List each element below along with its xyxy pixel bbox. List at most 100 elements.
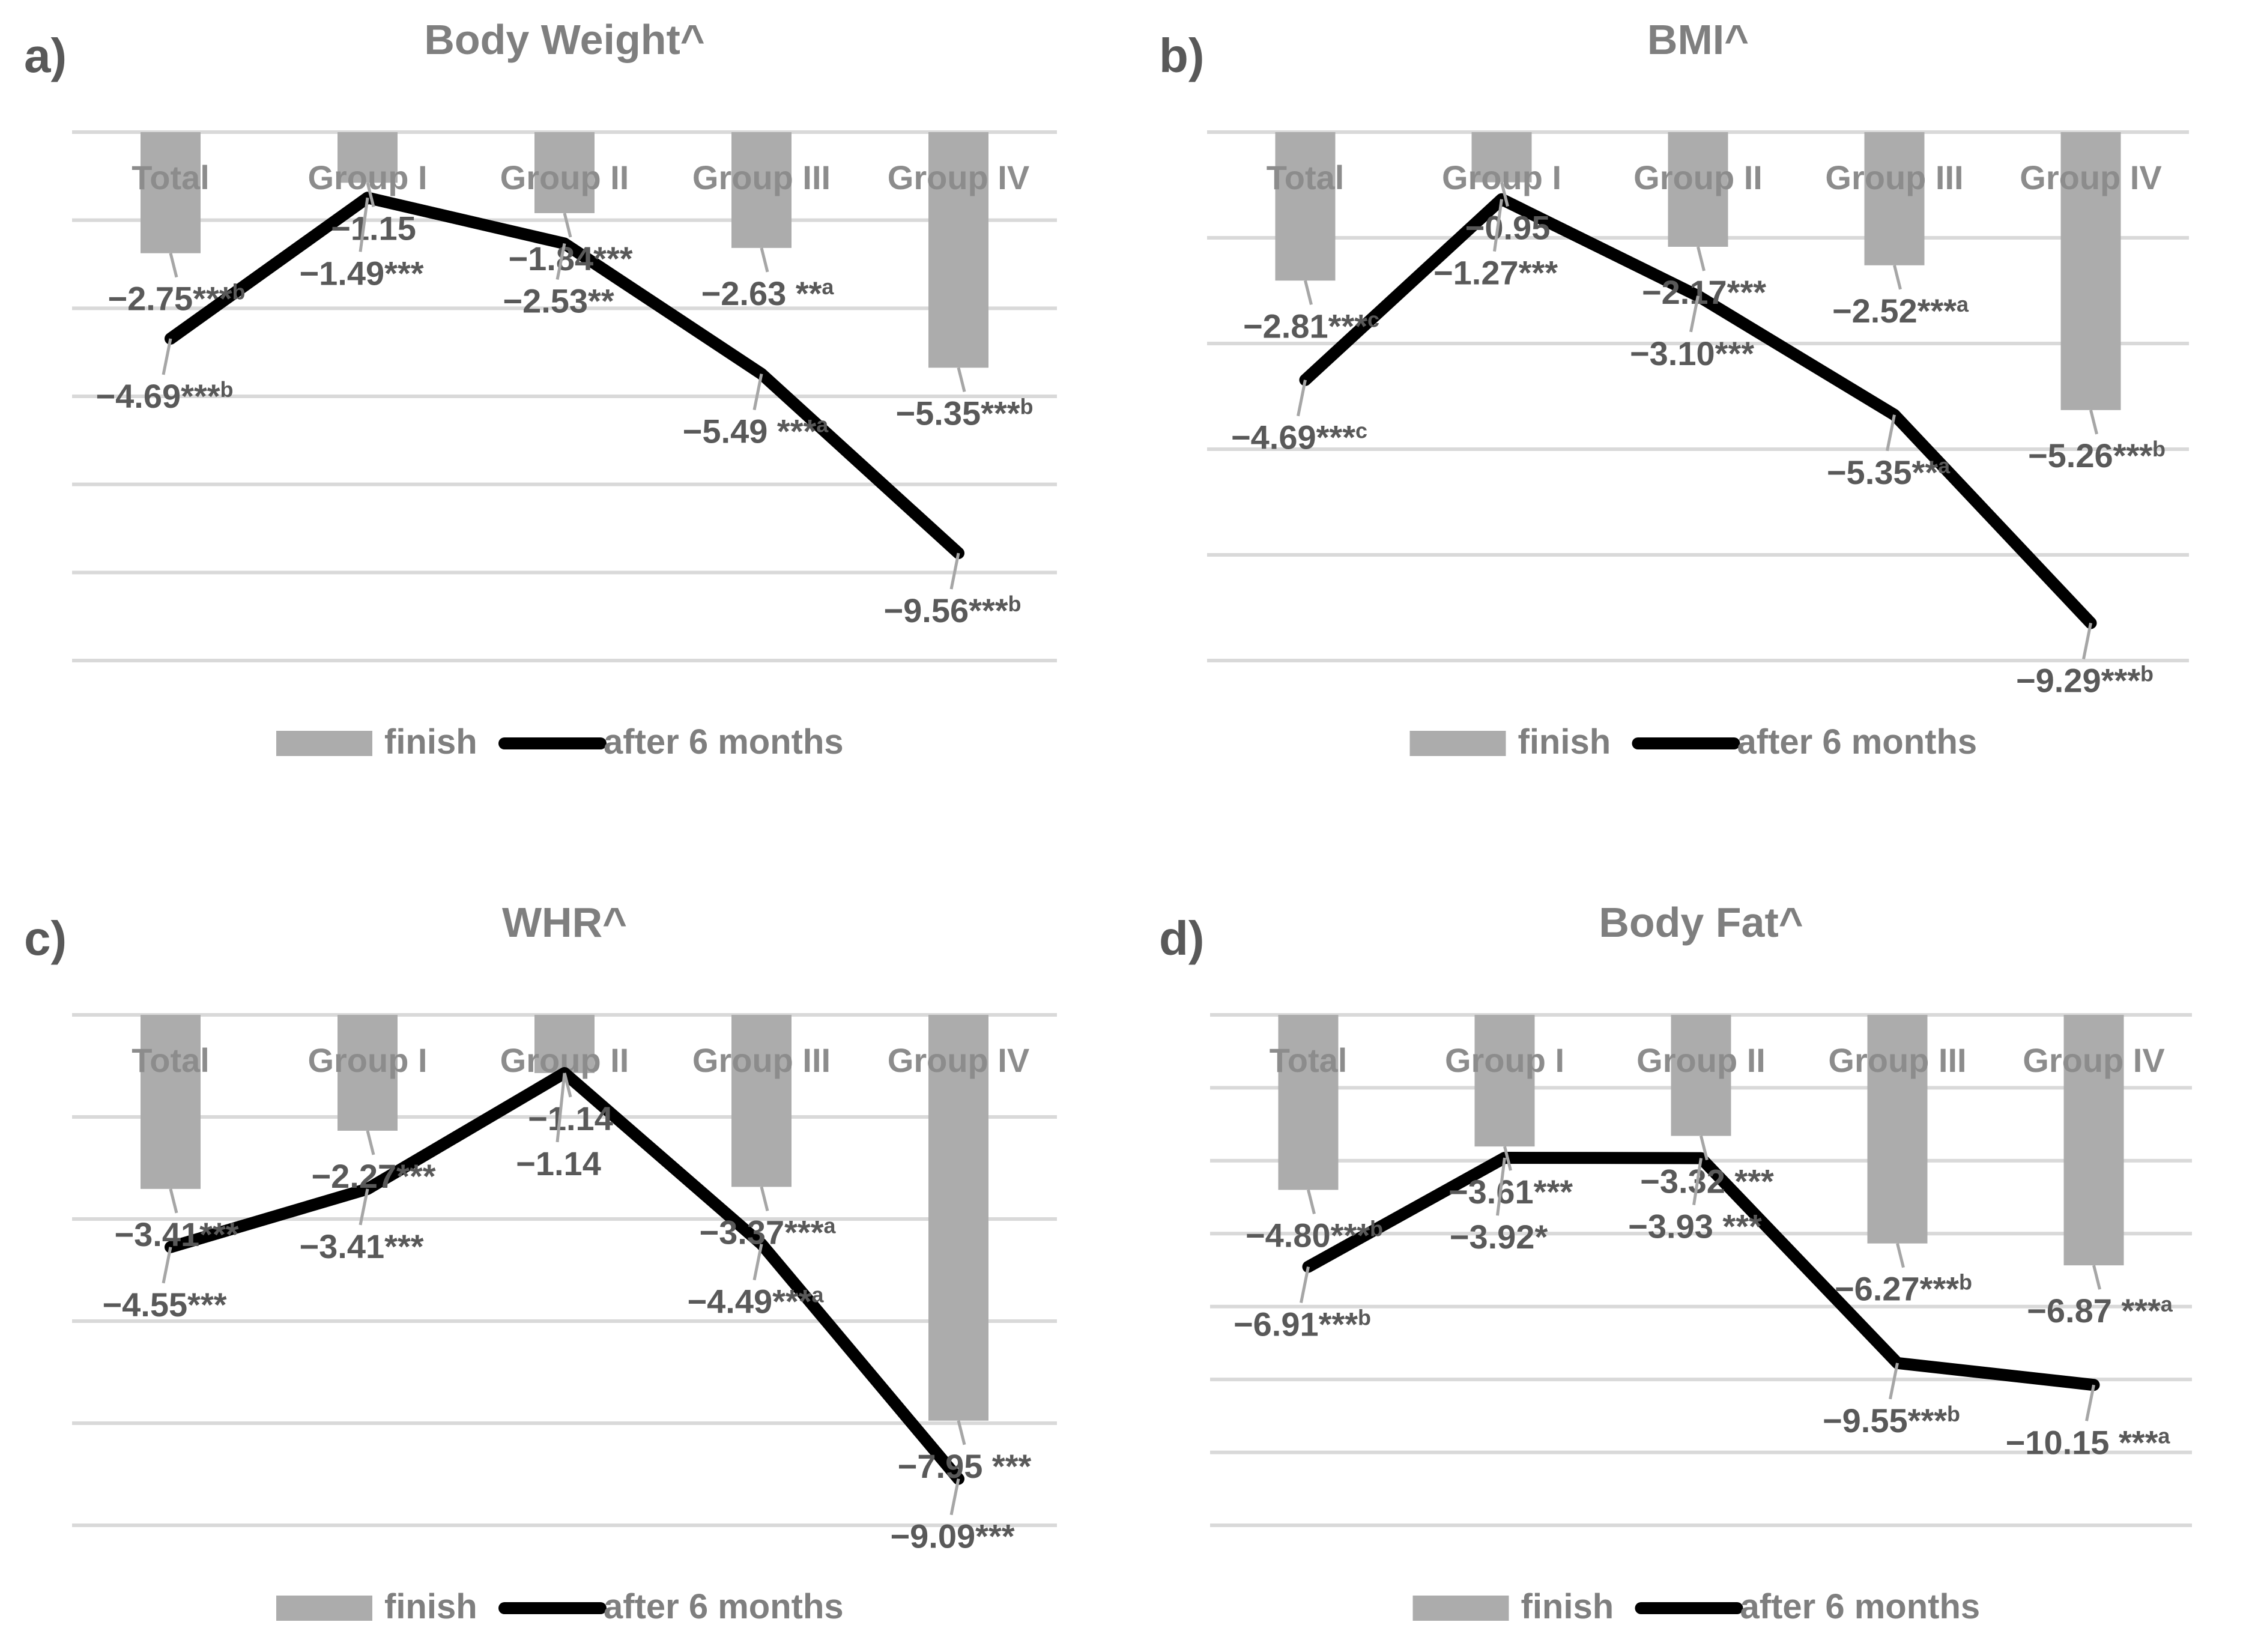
panel-letter: c) — [24, 912, 67, 965]
category-label: Total — [132, 1041, 210, 1079]
bar-data-label: −3.41*** — [114, 1215, 238, 1253]
line-data-label: −9.09*** — [890, 1517, 1014, 1555]
legend-label-finish: finish — [384, 1587, 477, 1626]
leader-line — [366, 182, 375, 207]
line-data-label: −3.92* — [1450, 1218, 1548, 1256]
bar-data-label: −6.27***b — [1835, 1270, 1972, 1308]
line-data-label: −3.10*** — [1630, 334, 1754, 372]
legend-label-after-6-months: after 6 months — [604, 722, 844, 761]
category-label: Total — [1270, 1041, 1348, 1079]
legend-label-finish: finish — [1521, 1587, 1614, 1626]
bar-group-iii — [1867, 1015, 1928, 1244]
bar-group-i — [1471, 132, 1532, 183]
line-data-label: −5.49 ***a — [683, 413, 829, 450]
leader-line — [366, 1130, 375, 1155]
legend: finish after 6 months — [1412, 1587, 1980, 1626]
chart-panel-b: b) BMI^ Total Group I Group II Group III Group… — [1159, 16, 2189, 761]
leader-line — [2082, 623, 2092, 660]
legend-label-after-6-months: after 6 months — [1737, 722, 1978, 761]
legend: finish after 6 months — [276, 1587, 844, 1626]
legend-swatch-finish — [1412, 1596, 1509, 1621]
leader-line — [2089, 410, 2098, 435]
category-label: Group II — [1636, 1041, 1766, 1079]
bar-total — [141, 1015, 201, 1189]
leader-line — [1500, 181, 1509, 207]
leader-line — [162, 1247, 172, 1284]
leader-line — [555, 1073, 566, 1143]
leader-line — [957, 367, 966, 392]
legend-swatch-finish — [1409, 731, 1506, 756]
leader-line — [1307, 1189, 1316, 1215]
bar-group-i — [338, 132, 398, 183]
category-label: Group IV — [888, 1041, 1029, 1079]
leader-line — [949, 1478, 960, 1516]
leader-line — [1297, 380, 1307, 417]
bar-data-label: −7.95 *** — [898, 1447, 1032, 1485]
line-data-label: −1.49*** — [299, 254, 423, 292]
category-label: Group I — [307, 1041, 427, 1079]
leader-line — [760, 1186, 769, 1212]
leader-line — [760, 247, 769, 273]
category-label: Group III — [692, 159, 831, 196]
line-after-6-months — [1299, 193, 2097, 629]
category-label: Group III — [1828, 1041, 1966, 1079]
leader-line — [563, 213, 572, 238]
bar-total — [1278, 1015, 1339, 1190]
leader-line — [1503, 1146, 1512, 1171]
line-data-label: −4.55*** — [102, 1286, 226, 1324]
line-data-label: −1.14 — [516, 1145, 601, 1182]
category-label: Group IV — [888, 159, 1029, 196]
bar-data-label: −2.81***c — [1243, 307, 1379, 345]
leader-line — [162, 338, 172, 375]
line-data-label: −9.56***b — [883, 592, 1021, 629]
category-label: Total — [132, 159, 210, 196]
leader-line — [1496, 1157, 1506, 1216]
bar-data-label: −5.35***b — [895, 394, 1033, 432]
line-data-label: −4.69***b — [95, 377, 233, 415]
leader-line — [359, 1188, 369, 1226]
line-data-label: −9.29***b — [2016, 662, 2154, 700]
leader-line — [359, 197, 369, 252]
leader-line — [949, 552, 960, 590]
leader-line — [1692, 1158, 1703, 1205]
leader-line — [1896, 1243, 1905, 1268]
category-label: Total — [1267, 159, 1345, 196]
bar-group-iv — [2060, 132, 2121, 410]
bar-group-ii — [534, 1015, 595, 1073]
bar-group-iii — [731, 132, 792, 248]
leader-line — [555, 243, 566, 280]
bar-data-label: −4.80***b — [1246, 1216, 1383, 1254]
bar-data-label: −0.95 — [1465, 209, 1551, 247]
leader-line — [1700, 1135, 1709, 1161]
line-data-label: −1.27*** — [1433, 254, 1558, 292]
line-data-label: −10.15 ***a — [2006, 1423, 2171, 1461]
line-data-label: −4.49***a — [687, 1283, 824, 1321]
legend-label-finish: finish — [1518, 722, 1611, 761]
bar-group-iv — [928, 1015, 988, 1421]
bar-group-iv — [928, 132, 988, 368]
bar-data-label: −2.17*** — [1642, 273, 1766, 311]
line-data-label: −6.91***b — [1233, 1306, 1371, 1343]
category-label: Group III — [692, 1041, 831, 1079]
bar-data-label: −2.27*** — [311, 1157, 435, 1195]
bar-group-iii — [1864, 132, 1925, 265]
category-label: Group IV — [2023, 1041, 2164, 1079]
legend-label-after-6-months: after 6 months — [604, 1587, 844, 1626]
bar-group-ii — [1668, 132, 1728, 247]
legend-swatch-finish — [276, 1596, 372, 1621]
bar-data-label: −3.61*** — [1448, 1173, 1573, 1211]
category-label: Group III — [1825, 159, 1963, 196]
bar-group-i — [338, 1015, 398, 1131]
bar-data-label: −2.63 **a — [701, 274, 835, 312]
chart-panel-d: d) Body Fat^ Total Group I Group II Group III… — [1159, 899, 2192, 1626]
line-data-label: −2.53** — [503, 282, 614, 320]
panel-letter: a) — [24, 29, 67, 82]
category-label: Group II — [1633, 159, 1763, 196]
category-label: Group I — [1445, 1041, 1564, 1079]
line-data-label: −3.93 *** — [1628, 1208, 1762, 1245]
leader-line — [752, 374, 763, 411]
leader-line — [752, 1244, 763, 1281]
leader-line — [1889, 1363, 1899, 1400]
leader-line — [169, 1188, 178, 1214]
